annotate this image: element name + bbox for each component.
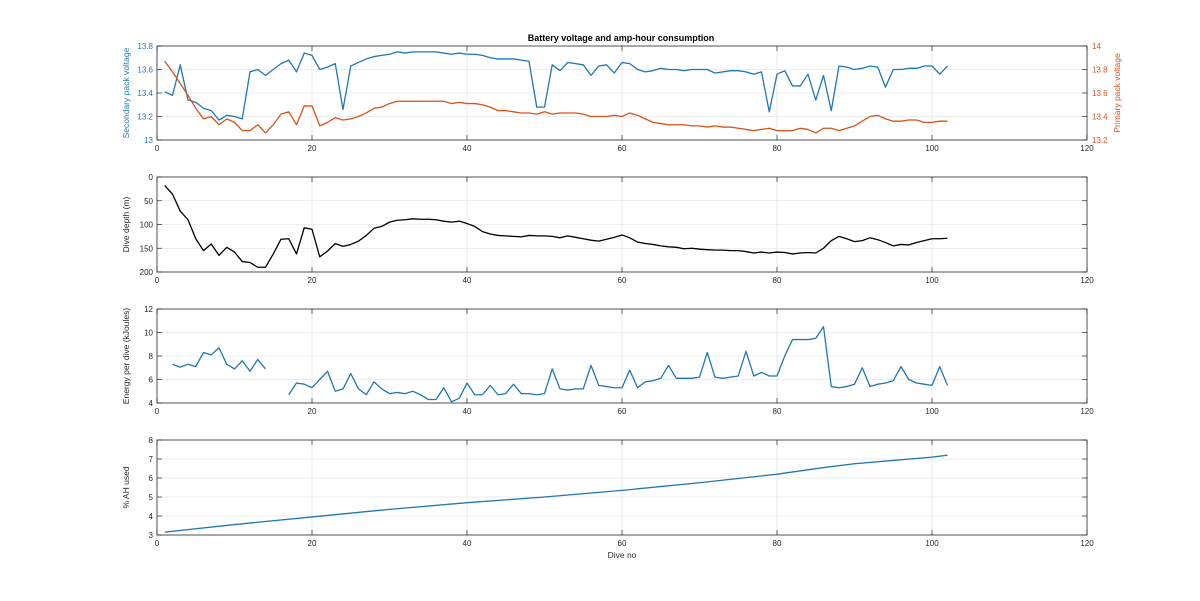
x-tick-label: 20 bbox=[308, 539, 317, 548]
x-tick-label: 20 bbox=[308, 276, 317, 285]
y-tick-label: 13.4 bbox=[137, 89, 153, 98]
series-line-3-1-seg1 bbox=[172, 347, 267, 372]
x-tick-label: 0 bbox=[155, 144, 160, 153]
x-tick-label: 120 bbox=[1080, 144, 1094, 153]
x-axis-label: Dive no bbox=[608, 550, 637, 560]
y-right-tick-label: 13.2 bbox=[1092, 136, 1108, 145]
y-tick-label: 12 bbox=[144, 305, 153, 314]
subplot-1: 0 20 40 60 80 100 120 13 13.2 13.4 13.6 13.8 Seconda… bbox=[121, 42, 1122, 153]
x-tick-label: 120 bbox=[1080, 276, 1094, 285]
y-tick-label: 13.6 bbox=[137, 66, 153, 75]
y-tick-label: 13 bbox=[144, 136, 153, 145]
y-axis-label: Dive depth (m) bbox=[121, 196, 131, 252]
y-tick-label: 13.2 bbox=[137, 113, 153, 122]
y-tick-label: 4 bbox=[149, 512, 154, 521]
series-line-3-1-seg2 bbox=[288, 325, 949, 403]
x-tick-label: 80 bbox=[773, 407, 782, 416]
y-tick-label: 13.8 bbox=[137, 42, 153, 51]
x-tick-label: 80 bbox=[773, 144, 782, 153]
x-tick-label: 0 bbox=[155, 539, 160, 548]
y-tick-label: 100 bbox=[140, 221, 154, 230]
y-tick-label: 0 bbox=[149, 173, 154, 182]
y-right-tick-label: 13.6 bbox=[1092, 89, 1108, 98]
y-axis-label: % AH used bbox=[121, 466, 131, 508]
axes-container: 0 20 40 60 80 100 1201313.213.413.613.8Seconda… bbox=[121, 42, 1122, 560]
y-right-tick-label: 13.8 bbox=[1092, 66, 1108, 75]
x-tick-label: 80 bbox=[773, 539, 782, 548]
x-tick-label: 100 bbox=[925, 144, 939, 153]
y-axis-label: Secondary pack voltage bbox=[121, 47, 131, 138]
y-tick-label: 8 bbox=[149, 352, 154, 361]
y-right-tick-label: 14 bbox=[1092, 42, 1101, 51]
y-right-axis-label: Primary pack voltage bbox=[1112, 53, 1122, 133]
y-tick-label: 4 bbox=[149, 399, 154, 408]
x-tick-label: 20 bbox=[308, 144, 317, 153]
series-line-1-2 bbox=[164, 60, 948, 134]
x-tick-label: 100 bbox=[925, 407, 939, 416]
series-line-4-1 bbox=[164, 454, 948, 533]
y-right-tick-label: 13.4 bbox=[1092, 113, 1108, 122]
y-tick-label: 6 bbox=[149, 376, 154, 385]
x-tick-label: 40 bbox=[463, 144, 472, 153]
y-tick-label: 8 bbox=[149, 436, 154, 445]
y-tick-label: 7 bbox=[149, 455, 154, 464]
x-tick-label: 40 bbox=[463, 276, 472, 285]
series-line-1-1 bbox=[164, 51, 948, 121]
x-tick-label: 20 bbox=[308, 407, 317, 416]
y-tick-label: 3 bbox=[149, 531, 154, 540]
x-tick-label: 120 bbox=[1080, 539, 1094, 548]
x-tick-label: 100 bbox=[925, 276, 939, 285]
y-tick-label: 50 bbox=[144, 197, 153, 206]
x-tick-label: 60 bbox=[618, 276, 627, 285]
subplot-3: 0 20 40 60 80 100 120 4 6 8 10 12 Energy per dive (k… bbox=[121, 305, 1094, 416]
series-line-2-1 bbox=[164, 185, 948, 268]
y-tick-label: 150 bbox=[140, 244, 154, 253]
x-tick-label: 60 bbox=[618, 144, 627, 153]
x-tick-label: 100 bbox=[925, 539, 939, 548]
x-tick-label: 40 bbox=[463, 539, 472, 548]
x-tick-label: 60 bbox=[618, 539, 627, 548]
x-tick-label: 120 bbox=[1080, 407, 1094, 416]
x-tick-label: 0 bbox=[155, 276, 160, 285]
figure-title: Battery voltage and amp-hour consumption bbox=[528, 33, 715, 43]
y-axis-label: Energy per dive (kJoules) bbox=[121, 308, 131, 405]
x-tick-label: 80 bbox=[773, 276, 782, 285]
subplot-4: 0 20 40 60 80 100 120 3 4 5 6 7 8 % AH used Dive no bbox=[121, 436, 1094, 560]
y-tick-label: 5 bbox=[149, 493, 154, 502]
y-tick-label: 10 bbox=[144, 329, 153, 338]
x-tick-label: 40 bbox=[463, 407, 472, 416]
subplot-2: 0 20 40 60 80 100 120 0 50 100 150 200 Dive depth (m… bbox=[121, 173, 1094, 285]
y-tick-label: 200 bbox=[140, 268, 154, 277]
x-tick-label: 0 bbox=[155, 407, 160, 416]
x-tick-label: 60 bbox=[618, 407, 627, 416]
y-tick-label: 6 bbox=[149, 474, 154, 483]
